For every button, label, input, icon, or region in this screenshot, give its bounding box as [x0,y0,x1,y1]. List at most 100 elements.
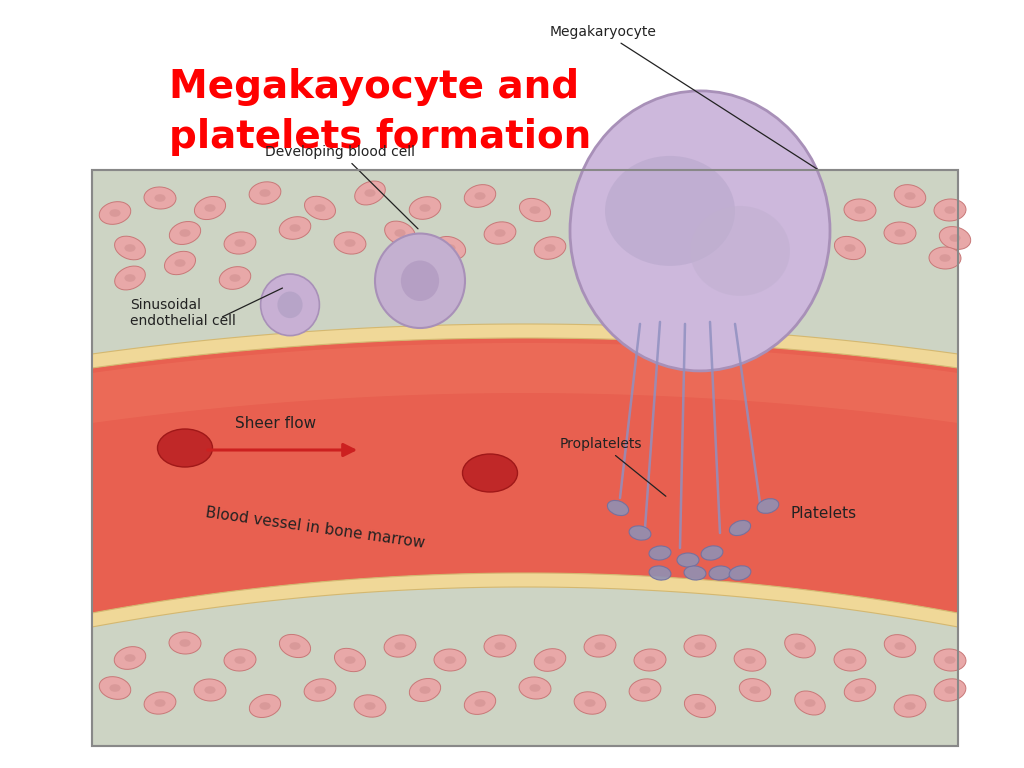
Ellipse shape [585,221,615,245]
Ellipse shape [685,184,716,208]
Ellipse shape [739,199,771,221]
Ellipse shape [729,566,751,580]
Ellipse shape [835,237,865,260]
Ellipse shape [795,184,825,207]
Ellipse shape [179,639,190,647]
Ellipse shape [805,192,815,200]
Ellipse shape [744,244,756,252]
Ellipse shape [354,695,386,717]
Ellipse shape [519,677,551,699]
Ellipse shape [169,632,201,654]
Ellipse shape [949,234,961,242]
Ellipse shape [944,686,955,694]
Ellipse shape [344,656,355,664]
Ellipse shape [639,206,650,214]
Ellipse shape [304,679,336,701]
Ellipse shape [694,229,706,237]
Ellipse shape [634,649,666,671]
Ellipse shape [115,266,145,290]
Ellipse shape [144,187,176,209]
Ellipse shape [574,185,606,207]
Ellipse shape [690,206,790,296]
Ellipse shape [394,229,406,237]
Ellipse shape [495,229,506,237]
Ellipse shape [694,642,706,650]
Ellipse shape [219,266,251,290]
Ellipse shape [605,156,735,266]
Ellipse shape [694,702,706,710]
Ellipse shape [854,206,865,214]
Ellipse shape [384,635,416,657]
Ellipse shape [375,233,465,328]
Ellipse shape [585,192,596,200]
Ellipse shape [249,182,281,204]
Ellipse shape [709,566,731,580]
Ellipse shape [278,292,303,318]
Ellipse shape [99,202,131,224]
Ellipse shape [639,686,650,694]
Ellipse shape [110,684,121,692]
Ellipse shape [795,229,806,237]
Polygon shape [92,338,958,613]
Ellipse shape [400,260,439,301]
Ellipse shape [649,546,671,560]
Ellipse shape [750,206,761,214]
Ellipse shape [335,648,366,672]
Ellipse shape [529,206,541,214]
Ellipse shape [694,192,706,200]
Ellipse shape [420,686,431,694]
Ellipse shape [784,222,816,244]
Ellipse shape [574,692,606,714]
Text: Megakaryocyte: Megakaryocyte [550,25,818,170]
Ellipse shape [474,192,485,200]
Ellipse shape [677,553,699,567]
Ellipse shape [99,677,131,700]
Ellipse shape [463,454,517,492]
Text: Blood vessel in bone marrow: Blood vessel in bone marrow [205,505,426,551]
Ellipse shape [584,635,616,657]
Ellipse shape [884,222,916,244]
Ellipse shape [229,274,241,282]
Ellipse shape [894,695,926,717]
Polygon shape [92,343,958,423]
Ellipse shape [259,189,270,197]
Ellipse shape [195,197,225,220]
Ellipse shape [444,656,456,664]
Ellipse shape [354,181,385,205]
Ellipse shape [894,229,905,237]
Ellipse shape [484,635,516,657]
Ellipse shape [484,222,516,244]
Ellipse shape [365,702,376,710]
Ellipse shape [684,222,716,244]
Ellipse shape [194,679,226,701]
Ellipse shape [385,221,416,245]
Ellipse shape [234,656,246,664]
Ellipse shape [464,184,496,207]
Ellipse shape [434,237,466,260]
Ellipse shape [634,237,666,259]
Ellipse shape [607,501,629,515]
Ellipse shape [570,91,830,371]
Ellipse shape [939,227,971,250]
Ellipse shape [124,654,135,662]
Ellipse shape [165,251,196,275]
Ellipse shape [894,642,905,650]
Ellipse shape [394,642,406,650]
Ellipse shape [280,634,310,657]
Ellipse shape [944,656,955,664]
Ellipse shape [365,189,376,197]
Ellipse shape [594,229,605,237]
Ellipse shape [629,526,651,540]
Ellipse shape [795,642,806,650]
Ellipse shape [805,699,815,707]
Ellipse shape [904,192,915,200]
Text: Sinusoidal
endothelial cell: Sinusoidal endothelial cell [130,298,236,328]
Ellipse shape [158,429,213,467]
Ellipse shape [545,656,556,664]
Ellipse shape [124,274,135,282]
Ellipse shape [290,642,301,650]
Polygon shape [92,324,958,368]
Ellipse shape [169,221,201,244]
Ellipse shape [854,686,865,694]
Ellipse shape [649,566,671,580]
